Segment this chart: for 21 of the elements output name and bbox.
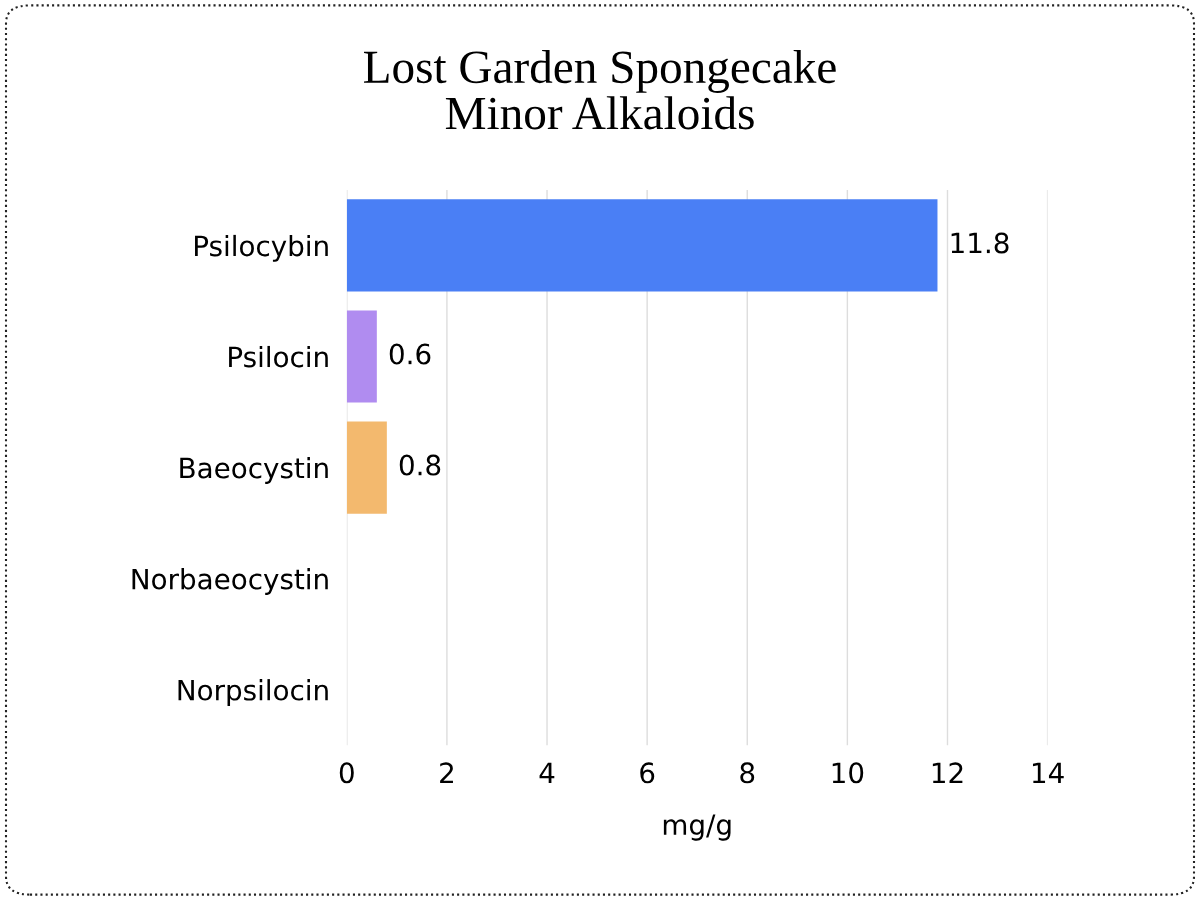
bar bbox=[346, 421, 387, 514]
y-tick-label: Psilocybin bbox=[195, 234, 328, 262]
x-tick-label: 4 bbox=[539, 762, 555, 783]
x-tick-label: 10 bbox=[832, 762, 864, 784]
bar bbox=[346, 310, 377, 403]
data-label: 0.6 bbox=[389, 343, 431, 365]
x-tick-label: 2 bbox=[440, 762, 453, 783]
bar bbox=[346, 199, 938, 292]
x-tick-label: 14 bbox=[1032, 762, 1064, 783]
data-label: 11.8 bbox=[951, 232, 1009, 254]
data-label: 0.8 bbox=[399, 454, 441, 476]
y-tick-label: Baeocystin bbox=[180, 457, 328, 484]
y-tick-label: Psilocin bbox=[229, 345, 328, 368]
y-tick-label: Norbaeocystin bbox=[132, 568, 328, 595]
x-axis-title: mg/g bbox=[663, 814, 731, 841]
chart-title: Lost Garden Spongecake Minor Alkaloids bbox=[364, 49, 836, 130]
x-tick-label: 12 bbox=[932, 762, 963, 783]
x-tick-label: 0 bbox=[339, 762, 354, 784]
x-tick-label: 8 bbox=[740, 762, 755, 784]
x-tick-label: 6 bbox=[640, 762, 655, 784]
y-tick-label: Norpsilocin bbox=[178, 679, 328, 706]
